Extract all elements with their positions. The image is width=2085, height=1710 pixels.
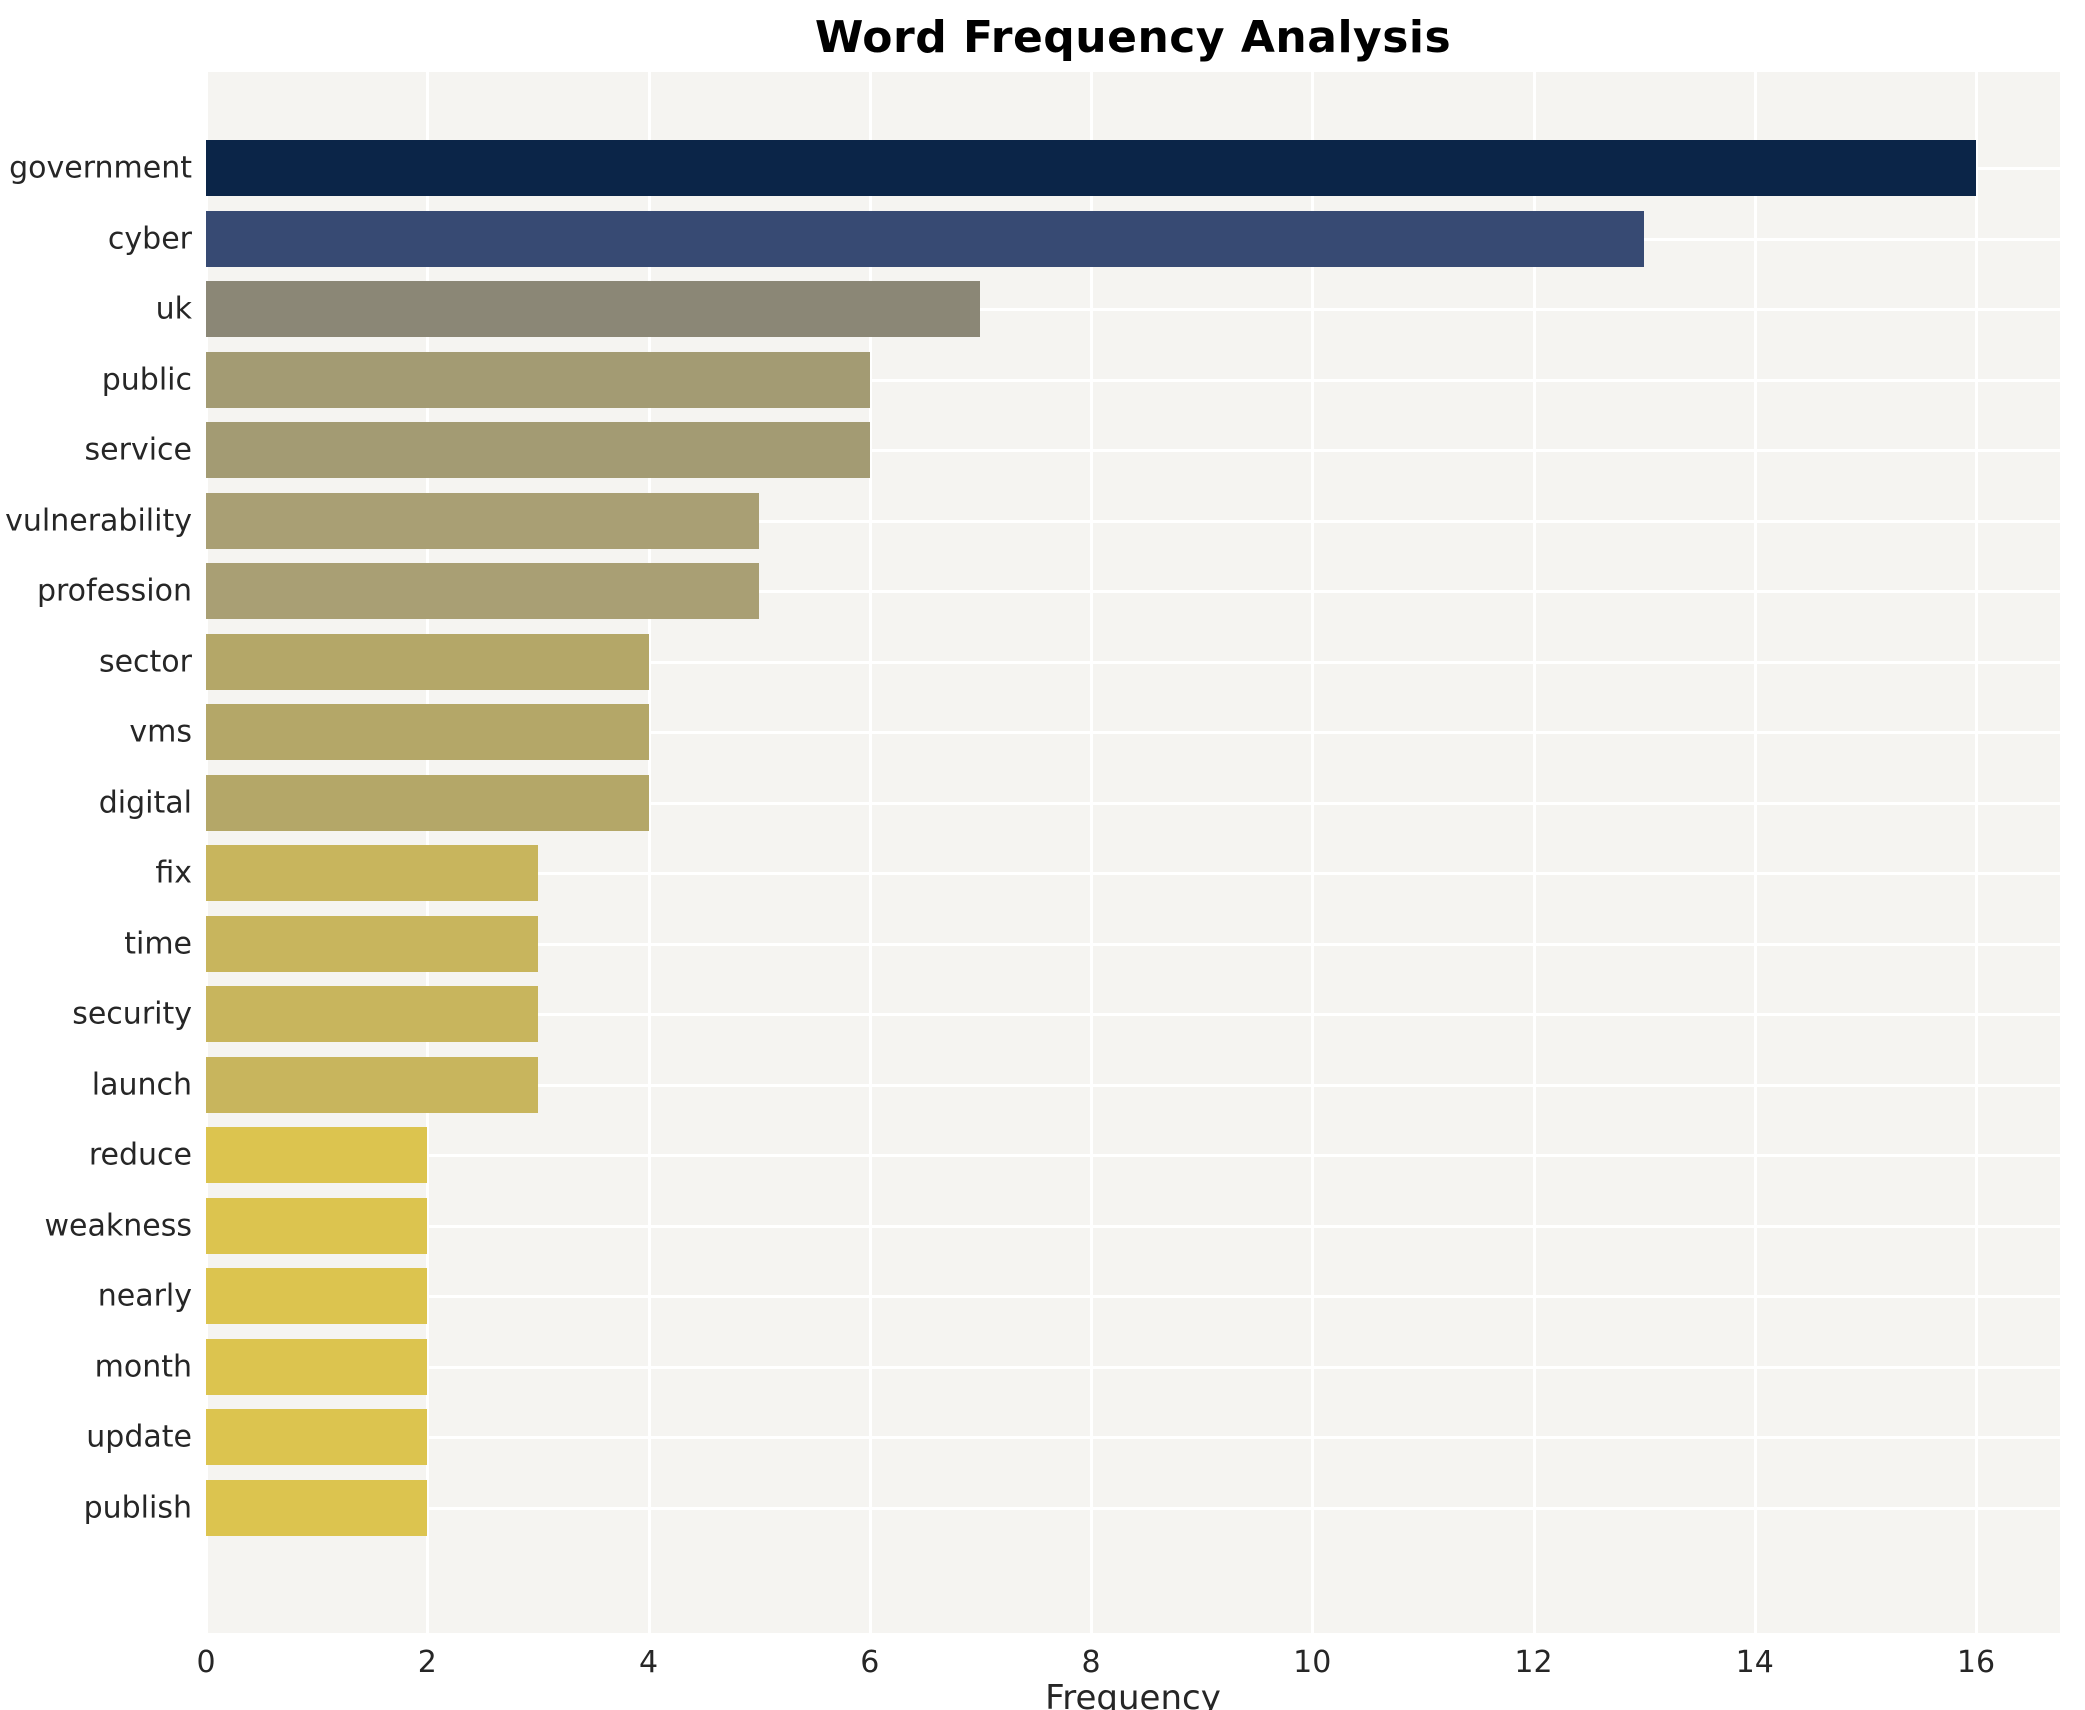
y-gridline	[206, 1436, 2060, 1440]
bar-security	[206, 986, 538, 1043]
bar-vms	[206, 704, 649, 761]
x-gridline	[1311, 72, 1315, 1633]
x-tick-label: 0	[196, 1645, 216, 1680]
bar-fix	[206, 845, 538, 902]
chart-title: Word Frequency Analysis	[814, 12, 1452, 63]
y-gridline	[206, 378, 2060, 382]
bar-public	[206, 351, 870, 408]
y-tick-label-update: update	[86, 1419, 192, 1455]
x-tick-label: 8	[1081, 1645, 1101, 1680]
y-gridline	[206, 801, 2060, 805]
bar-profession	[206, 563, 760, 620]
y-gridline	[206, 1013, 2060, 1017]
y-gridline	[206, 519, 2060, 523]
bar-time	[206, 915, 538, 972]
x-gridline	[647, 72, 651, 1633]
y-gridline	[206, 1224, 2060, 1228]
x-tick-label: 4	[638, 1645, 659, 1680]
x-tick-label: 12	[1514, 1645, 1553, 1680]
y-tick-label-digital: digital	[98, 785, 192, 821]
x-tick-label: 14	[1735, 1645, 1774, 1680]
y-tick-label-publish: publish	[83, 1490, 192, 1526]
y-gridline	[206, 1295, 2060, 1299]
bar-publish	[206, 1479, 428, 1536]
y-tick-label-vulnerability: vulnerability	[5, 503, 192, 539]
y-tick-label-cyber: cyber	[107, 221, 192, 257]
x-gridline	[1090, 72, 1093, 1633]
bar-update	[206, 1409, 428, 1466]
bar-digital	[206, 774, 649, 831]
y-tick-label-weakness: weakness	[44, 1208, 192, 1244]
bar-launch	[206, 1056, 538, 1113]
bar-cyber	[206, 210, 1645, 267]
bar-vulnerability	[206, 492, 760, 549]
y-gridline	[206, 872, 2060, 876]
bar-service	[206, 422, 870, 479]
bar-weakness	[206, 1197, 428, 1254]
bar-sector	[206, 633, 649, 690]
y-gridline	[206, 942, 2060, 946]
y-gridline	[206, 1506, 2060, 1510]
x-axis-title: Frequency	[1045, 1678, 1221, 1710]
y-gridline	[206, 1154, 2060, 1158]
bar-nearly	[206, 1268, 428, 1325]
x-gridline	[1975, 72, 1978, 1633]
y-gridline	[206, 731, 2060, 735]
y-gridline	[206, 449, 2060, 453]
plot-area: government cyber uk public service vulnerabil…	[5, 72, 2060, 1633]
bar-month	[206, 1338, 428, 1395]
y-gridline	[206, 308, 2060, 312]
y-tick-label-uk: uk	[155, 291, 192, 327]
x-gridline	[868, 72, 872, 1633]
y-tick-label-government: government	[9, 150, 192, 186]
y-gridline	[206, 660, 2060, 664]
y-tick-label-sector: sector	[98, 644, 192, 680]
y-gridline	[206, 590, 2060, 594]
y-tick-label-launch: launch	[91, 1067, 192, 1103]
y-tick-label-reduce: reduce	[88, 1137, 192, 1173]
y-tick-label-service: service	[84, 432, 192, 468]
y-tick-label-nearly: nearly	[97, 1278, 192, 1314]
x-tick-label: 10	[1293, 1645, 1332, 1680]
y-tick-label-security: security	[72, 996, 192, 1032]
x-gridline	[1532, 72, 1536, 1633]
x-tick-label: 16	[1956, 1645, 1996, 1680]
y-tick-label-time: time	[124, 926, 192, 962]
y-tick-label-profession: profession	[36, 573, 192, 609]
x-gridline	[1753, 72, 1757, 1633]
y-tick-label-month: month	[94, 1349, 192, 1385]
y-tick-label-public: public	[101, 362, 192, 398]
y-tick-label-vms: vms	[129, 714, 192, 750]
x-tick-label: 2	[417, 1645, 437, 1680]
y-gridline	[206, 1365, 2060, 1369]
bar-reduce	[206, 1127, 428, 1184]
x-tick-label: 6	[860, 1645, 880, 1680]
bar-uk	[206, 281, 981, 338]
bar-government	[206, 140, 1976, 197]
y-gridline	[206, 1083, 2060, 1087]
y-tick-label-fix: fix	[155, 855, 192, 891]
